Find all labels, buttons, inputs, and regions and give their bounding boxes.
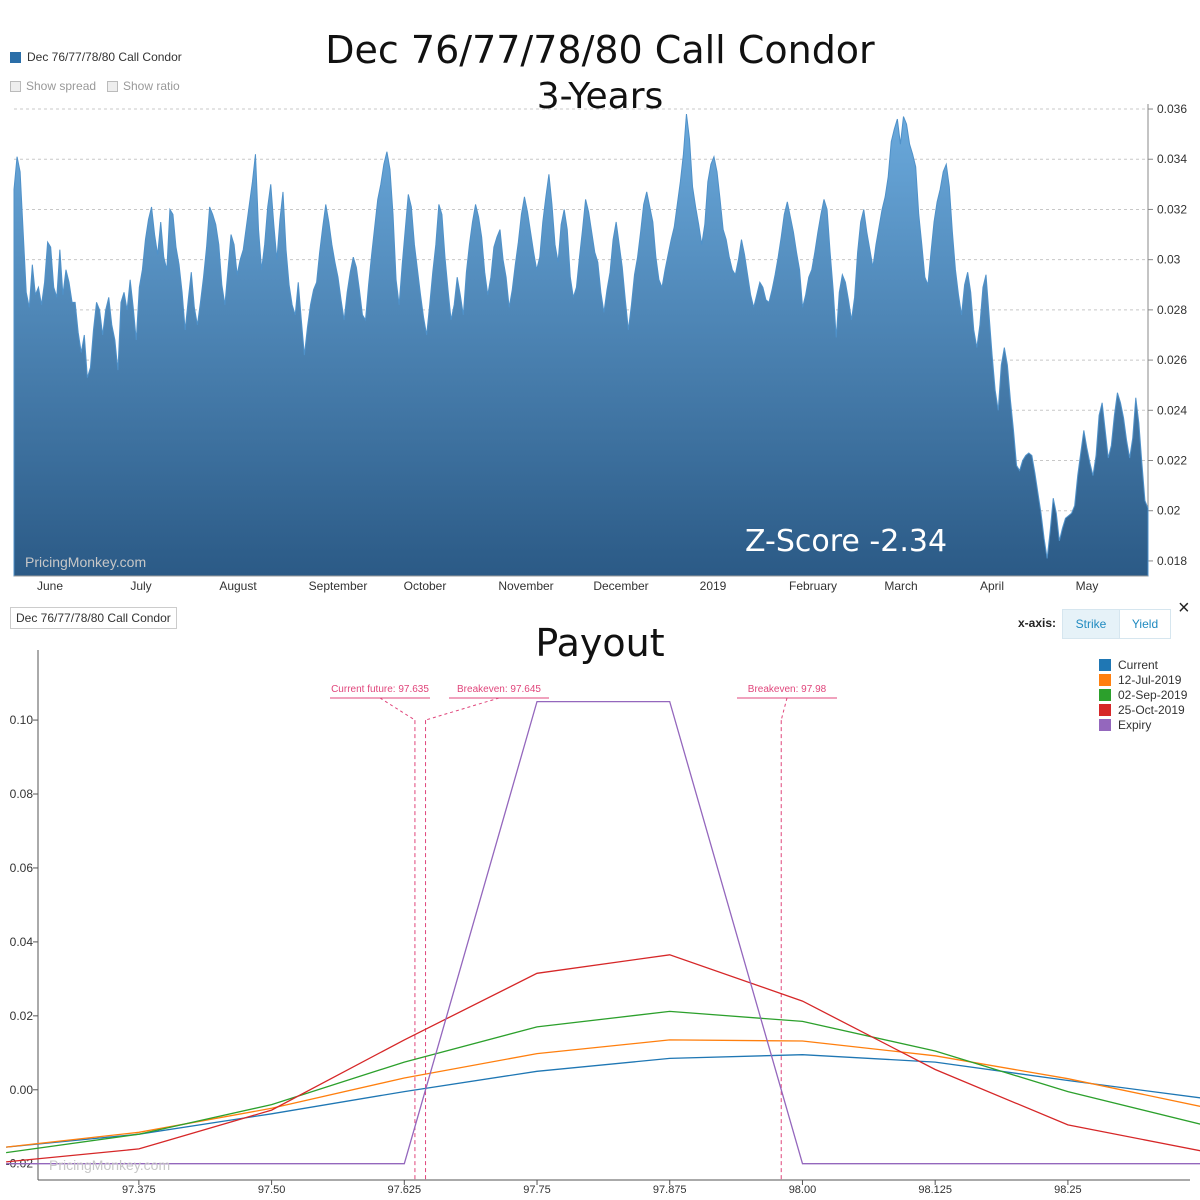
x-tick-label: March [884,579,917,593]
y-tick-label: 0.00 [10,1083,34,1097]
series-line-25-oct-2019 [6,954,1200,1163]
x-tick-label: 97.625 [387,1184,421,1196]
show-spread-label: Show spread [26,79,97,93]
show-ratio-checkbox[interactable]: Show ratio [107,79,180,93]
legend-label: 25-Oct-2019 [1118,703,1185,717]
zscore-label: Z-Score -2.34 [745,524,948,559]
y-tick-label: 0.024 [1157,403,1187,417]
y-tick-label: 0.06 [10,861,34,875]
x-tick-label: November [498,579,553,593]
annotation-connector [780,697,788,721]
annotation-label: Breakeven: 97.98 [748,684,827,695]
legend-label: 02-Sep-2019 [1118,688,1188,702]
legend-swatch [10,51,21,63]
area-series [13,113,1149,577]
top-chart-title: Dec 76/77/78/80 Call Condor [325,28,875,72]
y-tick-label: 0.022 [1157,454,1187,468]
annotation-label: Breakeven: 97.645 [457,684,541,695]
top-area-chart: 0.018 0.02 0.022 0.024 0.026 0.028 0.03 0.032 0.… [13,102,1187,593]
legend-label: Expiry [1118,718,1152,732]
close-icon[interactable]: × [1178,597,1190,619]
legend-swatch [1099,674,1111,686]
payout-legend-item-current[interactable]: Current [1099,658,1158,672]
x-tick-label: August [219,579,257,593]
series-line-expiry [6,700,1200,1165]
payout-legend-item-02sep[interactable]: 02-Sep-2019 [1099,688,1187,702]
checkbox-icon [10,80,21,92]
y-tick-label: 0.03 [1157,253,1181,267]
show-ratio-label: Show ratio [123,79,180,93]
x-tick-label: September [309,579,368,593]
top-legend-item[interactable]: Dec 76/77/78/80 Call Condor [10,50,182,64]
x-tick-label: July [130,579,151,593]
x-tick-label: October [404,579,447,593]
y-tick-label: 0.04 [10,935,34,949]
payout-legend-item-25oct[interactable]: 25-Oct-2019 [1099,703,1185,717]
legend-swatch [1099,659,1111,671]
top-watermark: PricingMonkey.com [25,554,147,570]
y-tick-label: 0.018 [1157,554,1187,568]
top-chart-subtitle: 3-Years [536,76,664,117]
x-tick-label: 98.25 [1054,1184,1082,1196]
annotation-label: Current future: 97.635 [331,684,429,695]
x-tick-label: 97.375 [122,1184,156,1196]
y-tick-label: 0.02 [1157,504,1181,518]
series-selector[interactable]: Dec 76/77/78/80 Call Condor [10,607,177,629]
x-tick-label: 97.50 [258,1184,286,1196]
legend-swatch [1099,704,1111,716]
legend-label: Dec 76/77/78/80 Call Condor [27,50,182,64]
yield-button[interactable]: Yield [1119,609,1171,639]
payout-title: Payout [535,621,665,665]
series-line-12-jul-2019 [6,1039,1200,1148]
y-tick-label: 0.10 [10,713,34,727]
x-tick-label: 98.00 [789,1184,817,1196]
series-line-current [6,1054,1200,1148]
y-tick-label: 0.02 [10,1009,34,1023]
x-tick-label: February [789,579,837,593]
legend-swatch [1099,689,1111,701]
y-tick-label: 0.032 [1157,202,1187,216]
show-spread-checkbox[interactable]: Show spread [10,79,96,93]
y-tick-label: 0.026 [1157,353,1187,367]
bottom-watermark: PricingMonkey.com [49,1157,171,1173]
payout-legend-item-12jul[interactable]: 12-Jul-2019 [1099,673,1181,687]
xaxis-mode-label: x-axis: [1018,616,1057,630]
x-tick-label: 98.125 [918,1184,952,1196]
x-tick-label: 97.875 [653,1184,687,1196]
x-tick-label: April [980,579,1004,593]
legend-swatch [1099,719,1111,731]
checkbox-icon [107,80,118,92]
y-tick-label: 0.034 [1157,152,1187,166]
x-tick-label: December [593,579,648,593]
annotation-connector [379,697,416,721]
y-tick-label: 0.028 [1157,303,1187,317]
legend-label: 12-Jul-2019 [1118,673,1182,687]
y-tick-label: 0.08 [10,787,34,801]
x-tick-label: 97.75 [523,1184,551,1196]
strike-button[interactable]: Strike [1062,609,1120,639]
payout-legend-item-expiry[interactable]: Expiry [1099,718,1151,732]
x-tick-label: May [1076,579,1099,593]
y-tick-label: 0.036 [1157,102,1187,116]
annotation-connector [425,697,500,721]
series-line-02-sep-2019 [6,1010,1200,1154]
legend-label: Current [1118,658,1159,672]
x-tick-label: June [37,579,63,593]
x-tick-label: 2019 [700,579,727,593]
